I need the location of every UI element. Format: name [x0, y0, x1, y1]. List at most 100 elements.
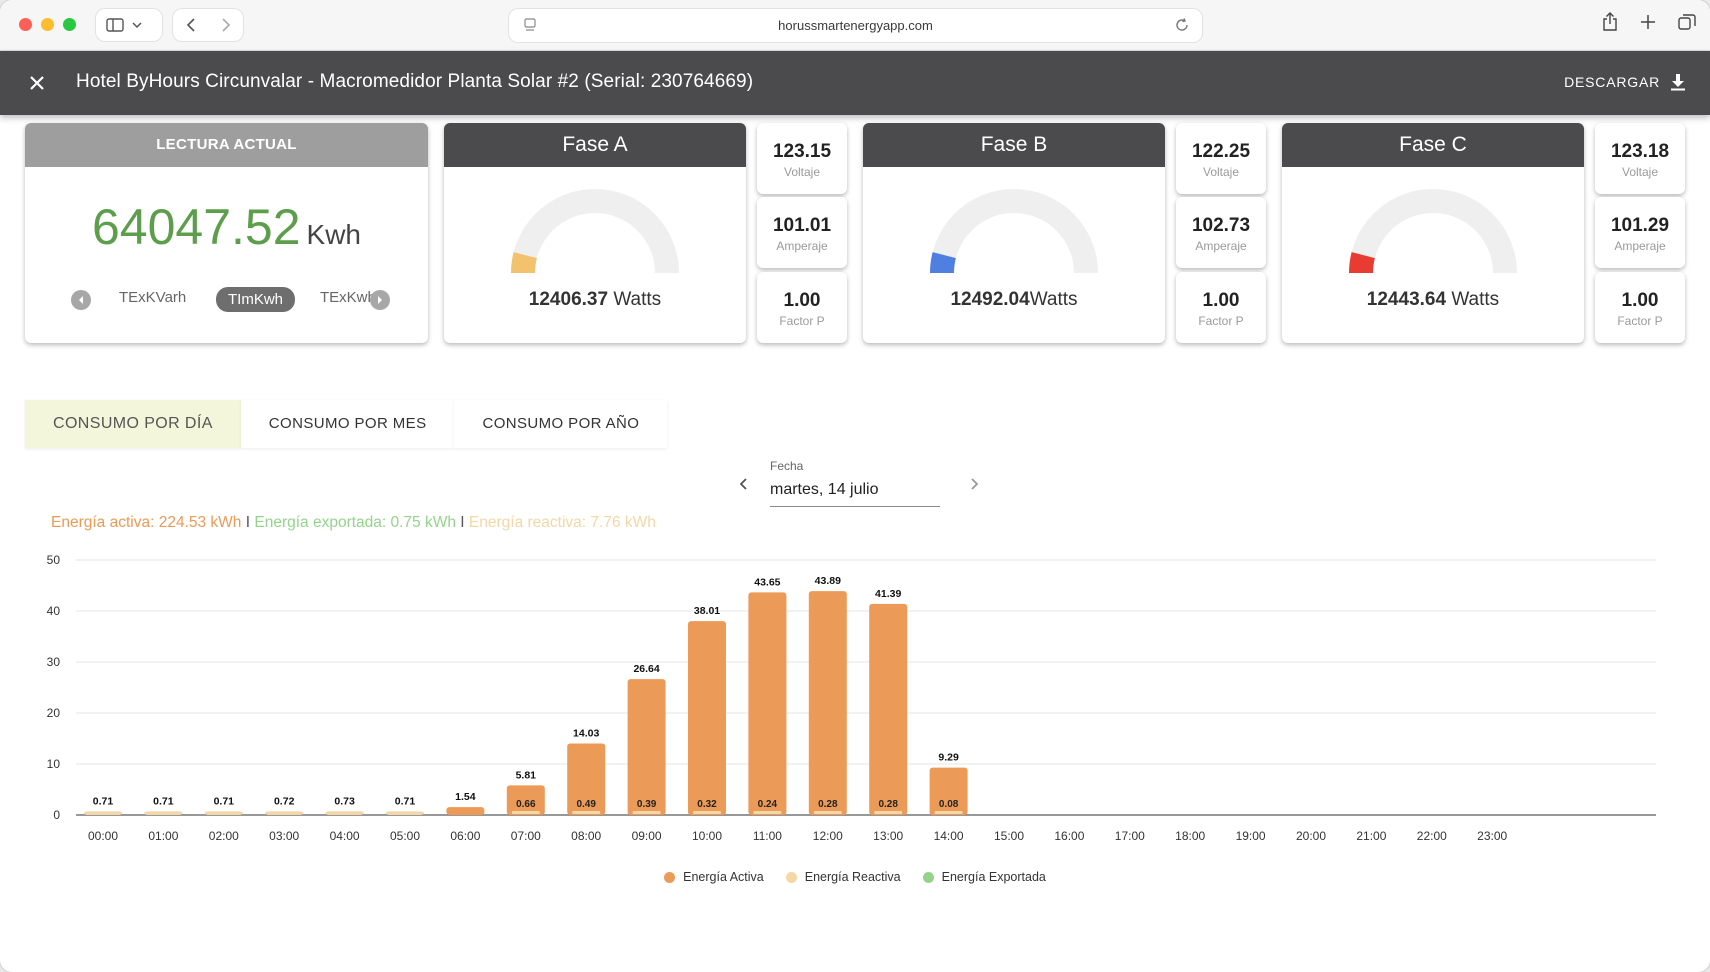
next-day-icon[interactable]: [970, 477, 980, 491]
bar-label-reactiva: 0.24: [758, 799, 778, 810]
y-tick-label: 50: [47, 553, 61, 567]
unit-option-texkwh[interactable]: TExKwh: [320, 289, 376, 306]
bar-label-activa: 41.39: [875, 588, 901, 600]
fase-b-factor-value: 1.00: [1202, 290, 1240, 311]
gauge-track: [1349, 189, 1517, 274]
bar-label-reactiva: 0.28: [878, 799, 898, 810]
maximize-window-button[interactable]: [63, 18, 76, 31]
fase-c-amperaje-card: 101.29 Amperaje: [1595, 197, 1685, 268]
new-tab-icon[interactable]: [1640, 12, 1656, 32]
gauge-value-arc: [1349, 252, 1375, 274]
summary-separator: I: [245, 514, 251, 531]
x-tick-label: 16:00: [1054, 829, 1084, 843]
unit-option-texkvarh[interactable]: TExKVarh: [119, 289, 187, 306]
page-title: Hotel ByHours Circunvalar - Macromedidor…: [76, 71, 754, 92]
caret-right-icon: [378, 296, 382, 304]
fase-c-voltaje-value: 123.18: [1610, 141, 1670, 162]
summary-activa: Energía activa: 224.53 kWh: [51, 514, 242, 531]
legend-dot-exportada: [922, 871, 934, 883]
previous-day-icon[interactable]: [738, 477, 748, 491]
x-tick-label: 20:00: [1296, 829, 1326, 843]
bar-energia-activa: [929, 767, 968, 815]
fase-a-amperaje-value: 101.01: [772, 215, 832, 236]
fase-c-title: Fase C: [1282, 123, 1584, 167]
unit-option-timkwh[interactable]: TImKwh: [216, 287, 296, 312]
gauge-track: [930, 189, 1098, 274]
sidebar-toggle-button[interactable]: [96, 9, 162, 41]
tab-consumo-ano[interactable]: CONSUMO POR AÑO: [454, 400, 668, 448]
tab-consumo-mes[interactable]: CONSUMO POR MES: [240, 400, 455, 448]
bar-energia-activa: [688, 621, 726, 815]
date-field[interactable]: martes, 14 julio: [770, 479, 940, 507]
fase-c-voltaje-card: 123.18 Voltaje: [1595, 123, 1685, 194]
bar-label-activa: 0.72: [274, 795, 295, 807]
bar-label-reactiva: 0.28: [818, 799, 838, 810]
fase-a-gauge: [511, 189, 679, 274]
fase-a-voltaje-value: 123.15: [772, 141, 832, 162]
fase-c-gauge: [1349, 189, 1517, 274]
x-tick-label: 03:00: [269, 829, 299, 843]
reload-icon[interactable]: [1174, 17, 1190, 33]
tab-overview-icon[interactable]: [1678, 12, 1696, 32]
bar-energia-reactiva: [874, 811, 903, 814]
browser-toolbar: horussmartenergyapp.com: [0, 0, 1710, 51]
legend-item-reactiva[interactable]: Energía Reactiva: [785, 870, 901, 884]
y-tick-label: 30: [47, 655, 61, 669]
date-label: Fecha: [770, 459, 804, 473]
bar-energia-reactiva: [632, 811, 661, 814]
bar-label-reactiva: 0.49: [576, 799, 596, 810]
legend-label-exportada: Energía Exportada: [941, 870, 1046, 884]
fase-b-voltaje-card: 122.25 Voltaje: [1176, 123, 1266, 194]
minimize-window-button[interactable]: [41, 18, 54, 31]
bar-energia-activa: [386, 811, 424, 815]
share-icon[interactable]: [1602, 12, 1618, 32]
x-tick-label: 15:00: [994, 829, 1024, 843]
forward-icon[interactable]: [221, 18, 231, 32]
fase-a-title: Fase A: [444, 123, 746, 167]
legend-item-activa[interactable]: Energía Activa: [664, 870, 764, 884]
back-icon[interactable]: [186, 18, 196, 32]
close-window-button[interactable]: [19, 18, 32, 31]
fase-b-watts: 12492.04Watts: [863, 289, 1165, 311]
x-tick-label: 05:00: [390, 829, 420, 843]
bar-label-activa: 43.65: [754, 576, 780, 588]
bar-label-activa: 1.54: [455, 791, 476, 803]
next-unit-button[interactable]: [370, 290, 390, 310]
amperaje-label: Amperaje: [776, 239, 828, 253]
x-tick-label: 01:00: [148, 829, 178, 843]
sidebar-icon: [106, 18, 124, 32]
address-bar[interactable]: horussmartenergyapp.com: [509, 9, 1202, 42]
bar-label-activa: 9.29: [938, 752, 959, 764]
fase-c-watts: 12443.64 Watts: [1282, 289, 1584, 311]
legend-item-exportada[interactable]: Energía Exportada: [922, 870, 1046, 884]
bar-energia-reactiva: [693, 811, 721, 814]
tab-consumo-dia[interactable]: CONSUMO POR DÍA: [25, 400, 241, 448]
lectura-title: LECTURA ACTUAL: [25, 123, 428, 167]
bar-label-reactiva: 0.39: [637, 799, 657, 810]
bar-energia-activa: [506, 785, 545, 815]
gauge-value-arc: [930, 252, 956, 274]
bar-energia-reactiva: [511, 811, 540, 814]
fase-b-card: Fase B 12492.04Watts: [863, 123, 1165, 343]
fase-b-voltaje-value: 122.25: [1191, 141, 1251, 162]
previous-unit-button[interactable]: [71, 290, 91, 310]
bar-energia-activa: [446, 807, 485, 815]
bar-energia-reactiva: [572, 811, 601, 814]
consumo-chart: 0 10 20 30 40 50 00:00 0.71 01:00 0.71 02:00 0.71 03…: [36, 540, 1676, 900]
download-label: DESCARGAR: [1564, 74, 1660, 90]
fase-c-watts-value: 12443.64: [1366, 289, 1447, 310]
fase-c-factor-value: 1.00: [1621, 290, 1659, 311]
bar-energia-reactiva: [753, 811, 782, 814]
fase-c-card: Fase C 12443.64 Watts: [1282, 123, 1584, 343]
voltaje-label: Voltaje: [1621, 165, 1659, 179]
factor-label: Factor P: [1617, 314, 1663, 328]
download-button[interactable]: DESCARGAR: [1564, 73, 1686, 91]
factor-label: Factor P: [1198, 314, 1244, 328]
x-tick-label: 21:00: [1356, 829, 1386, 843]
close-icon[interactable]: [26, 72, 48, 94]
fase-a-voltaje-card: 123.15 Voltaje: [757, 123, 847, 194]
browser-actions: [1602, 12, 1696, 32]
fase-a-watts-value: 12406.37: [528, 289, 609, 310]
x-tick-label: 07:00: [511, 829, 541, 843]
